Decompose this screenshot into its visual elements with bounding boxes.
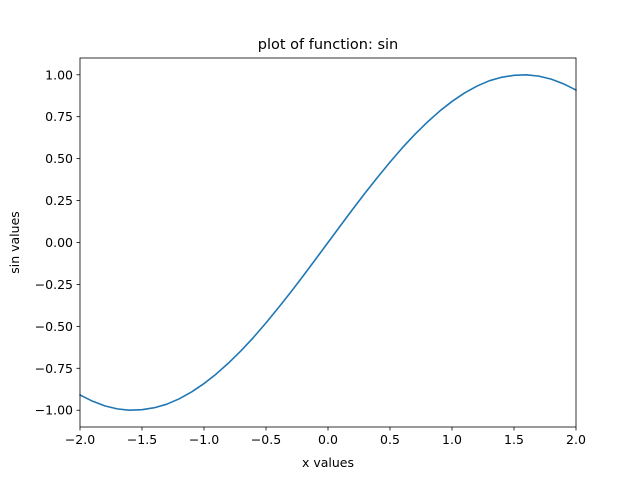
x-tick-label: −2.0	[65, 432, 95, 447]
x-tick-label: 2.0	[566, 432, 586, 447]
y-tick-label: −0.75	[35, 361, 73, 376]
y-tick-label: 0.25	[45, 193, 73, 208]
x-tick-label: 0.5	[380, 432, 400, 447]
y-tick-label: 0.00	[45, 235, 73, 250]
y-tick-label: −1.00	[35, 403, 73, 418]
x-tick-label: −1.5	[127, 432, 157, 447]
y-tick-label: −0.50	[35, 319, 73, 334]
x-axis: −2.0 −1.5 −1.0 −0.5 0.0 0.5 1.0 1.5 2.0	[65, 427, 586, 447]
x-tick-label: 0.0	[318, 432, 338, 447]
y-tick-label: 1.00	[45, 67, 73, 82]
x-axis-label: x values	[302, 455, 354, 470]
y-tick-label: 0.50	[45, 151, 73, 166]
x-tick-label: −0.5	[251, 432, 281, 447]
x-tick-label: −1.0	[189, 432, 219, 447]
series-line-sin	[79, 73, 577, 412]
chart-title: plot of function: sin	[258, 37, 398, 53]
y-tick-label: 0.75	[45, 109, 73, 124]
x-tick-label: 1.5	[504, 432, 524, 447]
series-layer	[79, 73, 577, 412]
x-tick-label: 1.0	[442, 432, 462, 447]
y-axis-label: sin values	[7, 211, 22, 274]
y-axis: −1.00 −0.75 −0.50 −0.25 0.00 0.25 0.50 0.75 1.00	[35, 67, 80, 418]
y-tick-label: −0.25	[35, 277, 73, 292]
